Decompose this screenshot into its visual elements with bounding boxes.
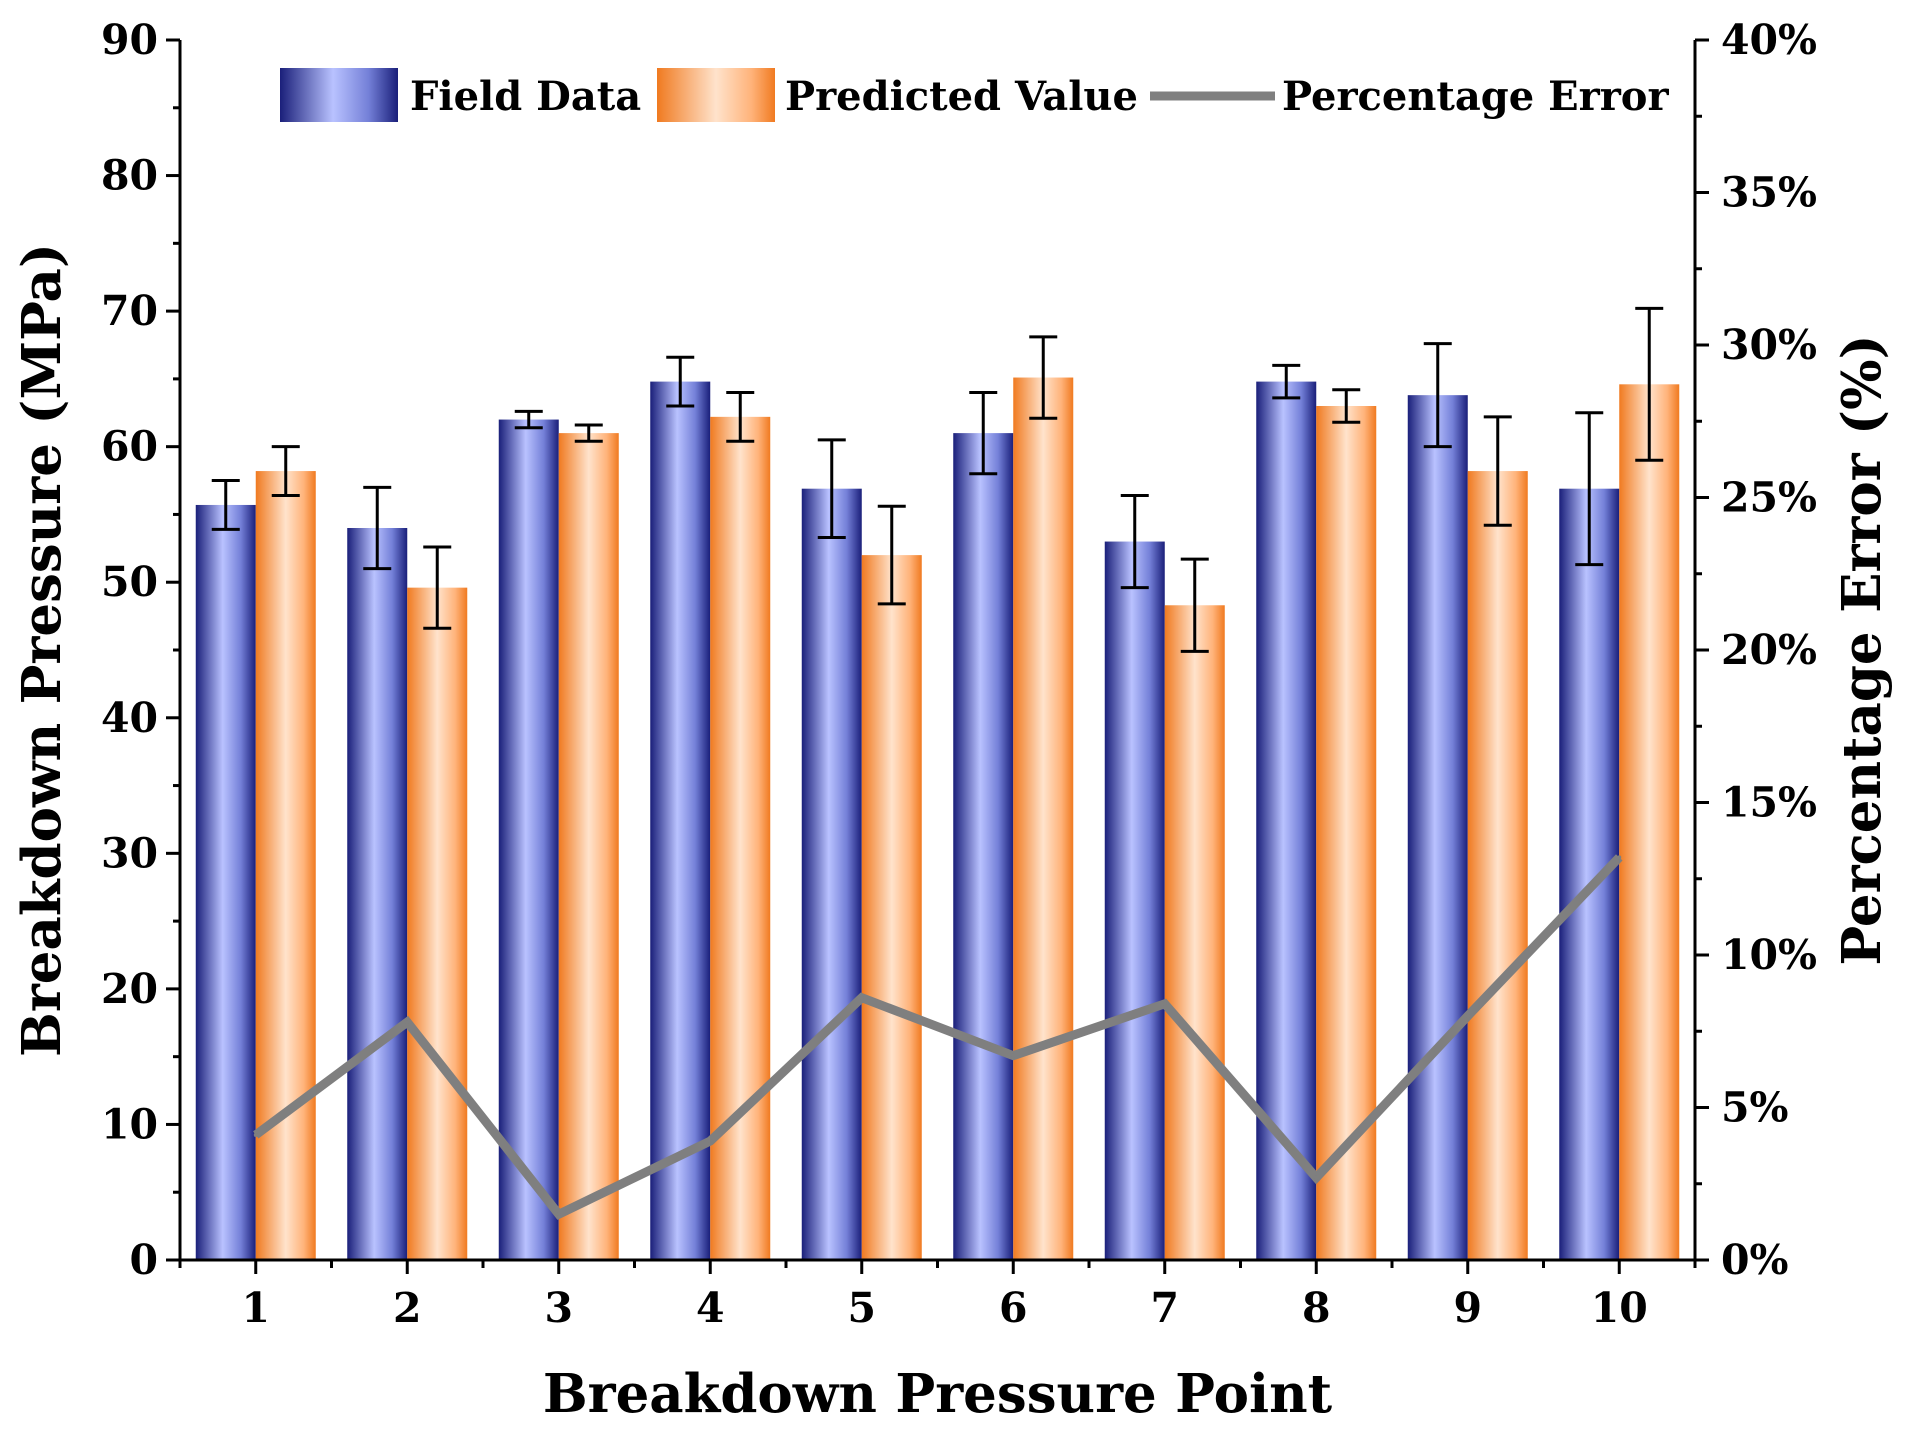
line-point-percentage-error-8	[1314, 1175, 1319, 1180]
line-point-percentage-error-3	[556, 1212, 561, 1217]
x-axis-title: Breakdown Pressure Point	[543, 1363, 1333, 1425]
error-bar-predicted-value-7	[1180, 557, 1209, 653]
bar-field-data-4	[650, 381, 711, 1261]
bar-predicted-value-3	[558, 433, 619, 1261]
error-bar-predicted-value-3	[574, 423, 603, 443]
bar-predicted-value-9	[1467, 471, 1528, 1261]
error-bar-field-data-2	[363, 485, 392, 571]
legend-item-predicted-value: Predicted Value	[657, 68, 1138, 122]
line-point-percentage-error-1	[253, 1132, 258, 1137]
bar-field-data-10	[1559, 488, 1620, 1260]
bar-predicted-value-4	[710, 416, 771, 1260]
bar-predicted-value-10	[1619, 384, 1680, 1260]
error-bar-field-data-6	[969, 390, 998, 476]
bar-field-data-7	[1104, 541, 1165, 1260]
y-tick-label: 20	[101, 965, 158, 1013]
axes-layer: 01020304050607080900%5%10%15%20%25%30%35…	[11, 16, 1893, 1425]
y2-tick-label: 25%	[1721, 474, 1817, 522]
error-bar-predicted-value-6	[1029, 335, 1058, 420]
line-point-percentage-error-2	[405, 1020, 410, 1025]
bar-predicted-value-8	[1316, 406, 1377, 1260]
legend-label-predicted-value: Predicted Value	[785, 73, 1138, 120]
legend-item-percentage-error: Percentage Error	[1150, 73, 1669, 120]
x-tick-label: 9	[1453, 1284, 1482, 1332]
line-point-percentage-error-5	[859, 995, 864, 1000]
x-tick-label: 3	[544, 1284, 573, 1332]
y2-tick-label: 20%	[1721, 626, 1817, 674]
y2-tick-label: 10%	[1721, 931, 1817, 979]
bar-field-data-1	[195, 504, 256, 1260]
x-tick-label: 7	[1150, 1284, 1179, 1332]
bars-layer	[195, 377, 1680, 1261]
y-tick-label: 30	[101, 829, 158, 877]
bar-field-data-6	[953, 433, 1014, 1261]
bar-predicted-value-6	[1013, 377, 1074, 1260]
line-point-percentage-error-6	[1011, 1053, 1016, 1058]
y-tick-label: 0	[129, 1236, 158, 1284]
error-bar-predicted-value-9	[1483, 415, 1512, 527]
legend: Field Data Predicted Value Percentage Erro…	[280, 68, 1669, 122]
x-tick-label: 8	[1302, 1284, 1331, 1332]
legend-swatch-predicted-value	[657, 68, 775, 122]
bar-predicted-value-2	[407, 587, 468, 1260]
percentage-error-line-layer	[253, 854, 1623, 1220]
legend-item-field-data: Field Data	[280, 68, 641, 122]
legend-label-field-data: Field Data	[410, 73, 641, 120]
y2-tick-label: 5%	[1721, 1084, 1789, 1132]
bar-field-data-9	[1407, 395, 1468, 1261]
bar-predicted-value-5	[861, 555, 922, 1260]
y2-tick-label: 35%	[1721, 169, 1817, 217]
y-tick-label: 40	[101, 694, 158, 742]
x-tick-label: 1	[241, 1284, 270, 1332]
y-tick-label: 50	[101, 558, 158, 606]
error-bar-field-data-3	[514, 409, 543, 430]
y2-tick-label: 40%	[1721, 16, 1817, 64]
bar-predicted-value-7	[1164, 605, 1225, 1260]
error-bar-field-data-10	[1575, 411, 1604, 567]
bar-predicted-value-1	[255, 471, 316, 1261]
y-tick-label: 70	[101, 287, 158, 335]
error-bars-layer	[211, 306, 1664, 653]
x-tick-label: 4	[696, 1284, 725, 1332]
error-bar-field-data-9	[1423, 342, 1452, 449]
legend-swatch-field-data	[280, 68, 398, 122]
error-bar-predicted-value-8	[1332, 388, 1361, 424]
line-point-percentage-error-7	[1162, 1001, 1167, 1006]
line-point-percentage-error-10	[1617, 855, 1622, 860]
error-bar-predicted-value-10	[1635, 306, 1664, 462]
error-bar-predicted-value-5	[877, 504, 906, 606]
error-bar-predicted-value-2	[423, 545, 452, 630]
bar-field-data-3	[498, 419, 559, 1260]
y-tick-label: 80	[101, 152, 158, 200]
error-bar-field-data-4	[666, 355, 695, 408]
line-point-percentage-error-4	[708, 1139, 713, 1144]
y-axis-title: Breakdown Pressure (MPa)	[11, 243, 73, 1057]
error-bar-field-data-5	[817, 438, 846, 539]
y2-tick-label: 0%	[1721, 1236, 1789, 1284]
y2-axis-title: Percentage Error (%)	[1831, 334, 1893, 965]
error-bar-field-data-1	[211, 479, 240, 531]
error-bar-predicted-value-4	[726, 390, 755, 443]
x-tick-label: 6	[999, 1284, 1028, 1332]
bar-field-data-2	[347, 528, 408, 1260]
error-bar-field-data-8	[1272, 363, 1301, 400]
x-tick-label: 5	[847, 1284, 876, 1332]
x-tick-label: 10	[1591, 1284, 1648, 1332]
error-bar-predicted-value-1	[271, 445, 300, 497]
legend-label-percentage-error: Percentage Error	[1282, 73, 1669, 120]
x-tick-label: 2	[393, 1284, 422, 1332]
y2-tick-label: 15%	[1721, 779, 1817, 827]
bar-field-data-5	[801, 488, 862, 1260]
y-tick-label: 10	[101, 1100, 158, 1148]
y2-tick-label: 30%	[1721, 321, 1817, 369]
line-point-percentage-error-9	[1465, 1014, 1470, 1018]
error-bar-field-data-7	[1120, 493, 1149, 590]
series-line-percentage-error	[253, 854, 1623, 1220]
y-tick-label: 60	[101, 423, 158, 471]
bar-field-data-8	[1256, 381, 1317, 1261]
y-tick-label: 90	[101, 16, 158, 64]
